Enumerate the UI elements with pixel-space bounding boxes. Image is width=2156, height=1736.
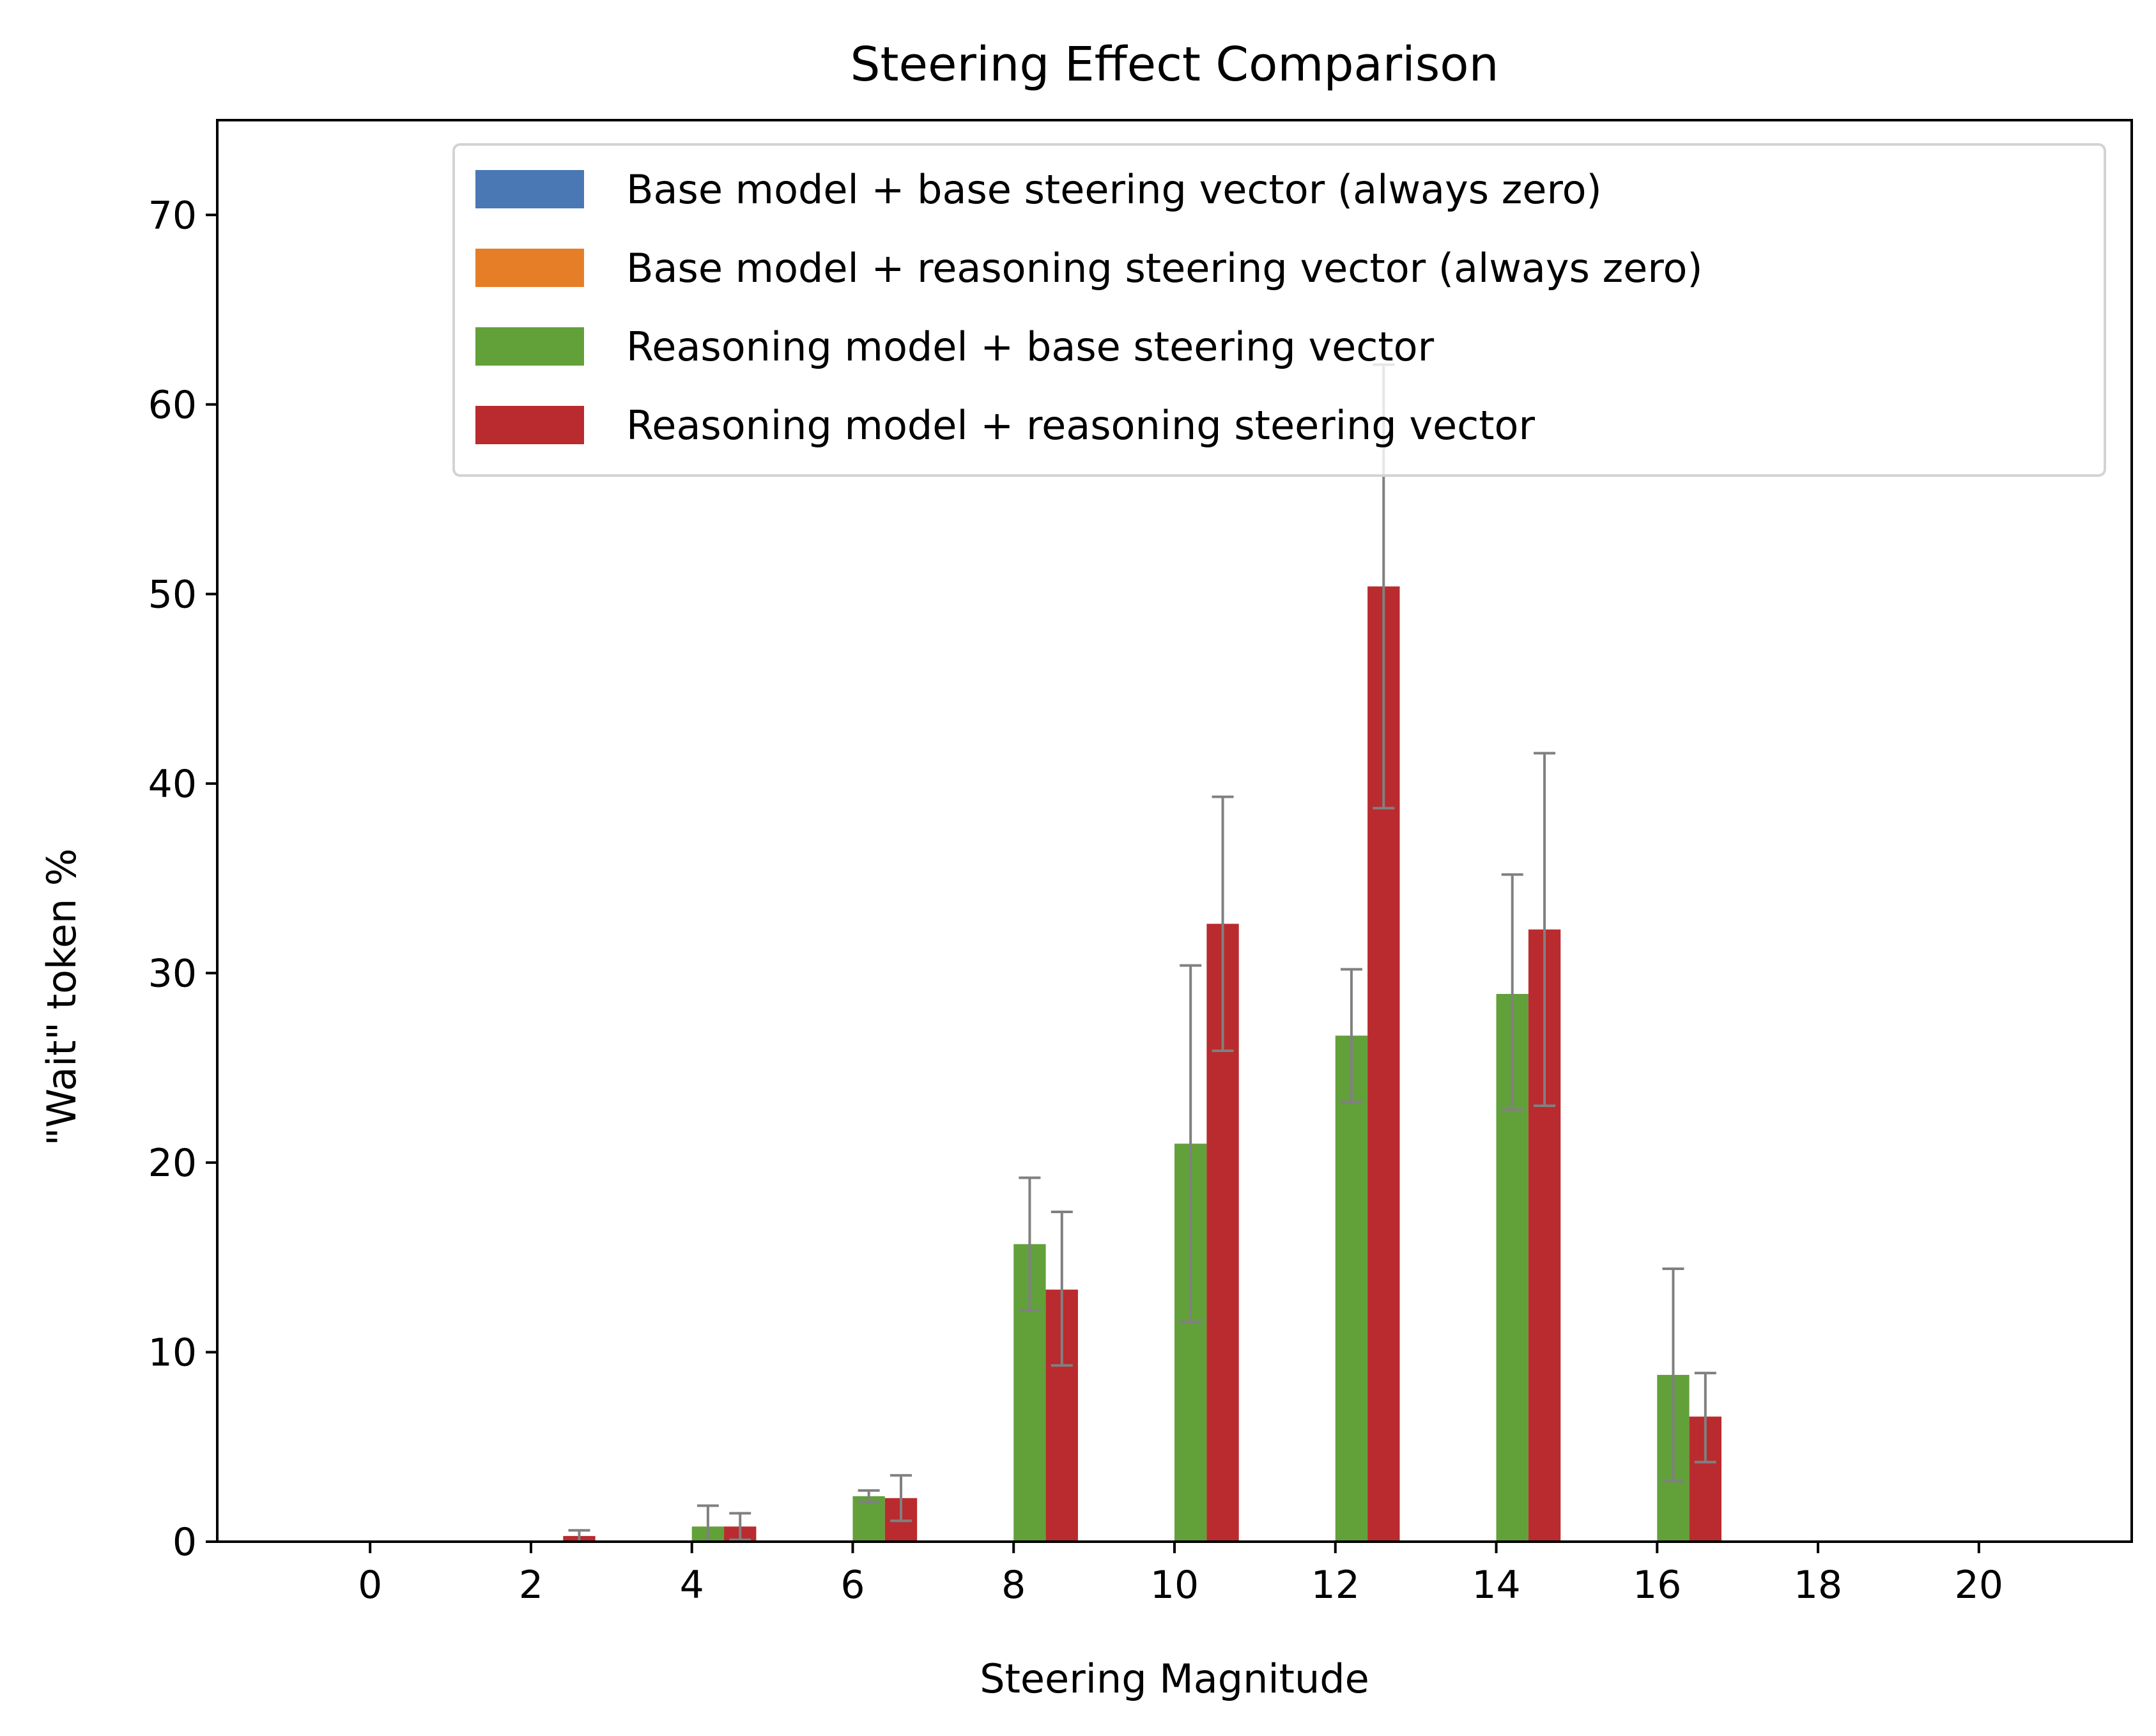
y-tick-label-70: 70	[148, 193, 197, 238]
legend-item-2: Reasoning model + base steering vector	[475, 323, 1435, 370]
legend-item-3: Reasoning model + reasoning steering vec…	[475, 402, 1535, 449]
error-bar-s2-x8	[1019, 1176, 1041, 1312]
x-tick-label-14: 14	[1472, 1563, 1520, 1608]
x-tick-label-18: 18	[1794, 1563, 1842, 1608]
y-tick-label-50: 50	[148, 572, 197, 617]
bar-s2-x12	[1335, 1035, 1368, 1542]
y-tick-label-30: 30	[148, 951, 197, 996]
legend-label: Base model + base steering vector (alway…	[626, 166, 1602, 213]
chart-title: Steering Effect Comparison	[851, 37, 1499, 92]
x-tick-label-20: 20	[1955, 1563, 2003, 1608]
y-tick-label-10: 10	[148, 1330, 197, 1375]
x-tick-label-0: 0	[358, 1563, 382, 1608]
legend-label: Base model + reasoning steering vector (…	[626, 245, 1703, 291]
x-tick-label-4: 4	[680, 1563, 704, 1608]
y-tick-label-60: 60	[148, 383, 197, 428]
error-bar-s2-x16	[1662, 1267, 1684, 1483]
error-bar-s2-x14	[1501, 873, 1523, 1111]
y-tick-label-20: 20	[148, 1141, 197, 1186]
error-bar-s3-x16	[1694, 1372, 1716, 1464]
legend-swatch	[475, 406, 584, 444]
bar-s2-x6	[852, 1496, 885, 1542]
error-bar-s2-x6	[858, 1489, 880, 1503]
error-bar-s3-x6	[890, 1474, 912, 1523]
error-bar-s3-x4	[729, 1512, 751, 1542]
x-axis-label: Steering Magnitude	[980, 1655, 1369, 1702]
y-axis-label: "Wait" token %	[38, 848, 85, 1146]
legend-label: Reasoning model + base steering vector	[626, 323, 1435, 370]
x-tick-label-12: 12	[1311, 1563, 1360, 1608]
x-tick-label-6: 6	[840, 1563, 865, 1608]
legend-box	[452, 143, 2106, 477]
legend-label: Reasoning model + reasoning steering vec…	[626, 402, 1535, 449]
y-axis-ticks: 0 10 20 30 40 50 60 70	[148, 193, 217, 1565]
x-tick-label-16: 16	[1633, 1563, 1681, 1608]
legend-swatch	[475, 327, 584, 366]
x-tick-label-8: 8	[1001, 1563, 1026, 1608]
bar-group	[563, 586, 1721, 1542]
legend-swatch	[475, 170, 584, 208]
error-bar-s3-x8	[1051, 1211, 1073, 1367]
legend: Base model + base steering vector (alway…	[452, 143, 2106, 477]
x-axis-ticks: 0 2 4 6 8 10 12 14 16 18 20	[358, 1542, 2003, 1608]
legend-item-1: Base model + reasoning steering vector (…	[475, 245, 1703, 291]
legend-swatch	[475, 249, 584, 287]
x-tick-label-10: 10	[1150, 1563, 1199, 1608]
y-tick-label-40: 40	[148, 762, 197, 807]
error-bar-s2-x10	[1180, 964, 1202, 1324]
error-bar-s3-x14	[1534, 752, 1556, 1107]
legend-item-0: Base model + base steering vector (alway…	[475, 166, 1602, 213]
error-bar-s3-x10	[1212, 795, 1234, 1052]
plot-frame	[216, 119, 2133, 1543]
y-tick-label-0: 0	[173, 1520, 197, 1565]
error-bar-s2-x12	[1340, 968, 1362, 1104]
x-tick-label-2: 2	[519, 1563, 543, 1608]
